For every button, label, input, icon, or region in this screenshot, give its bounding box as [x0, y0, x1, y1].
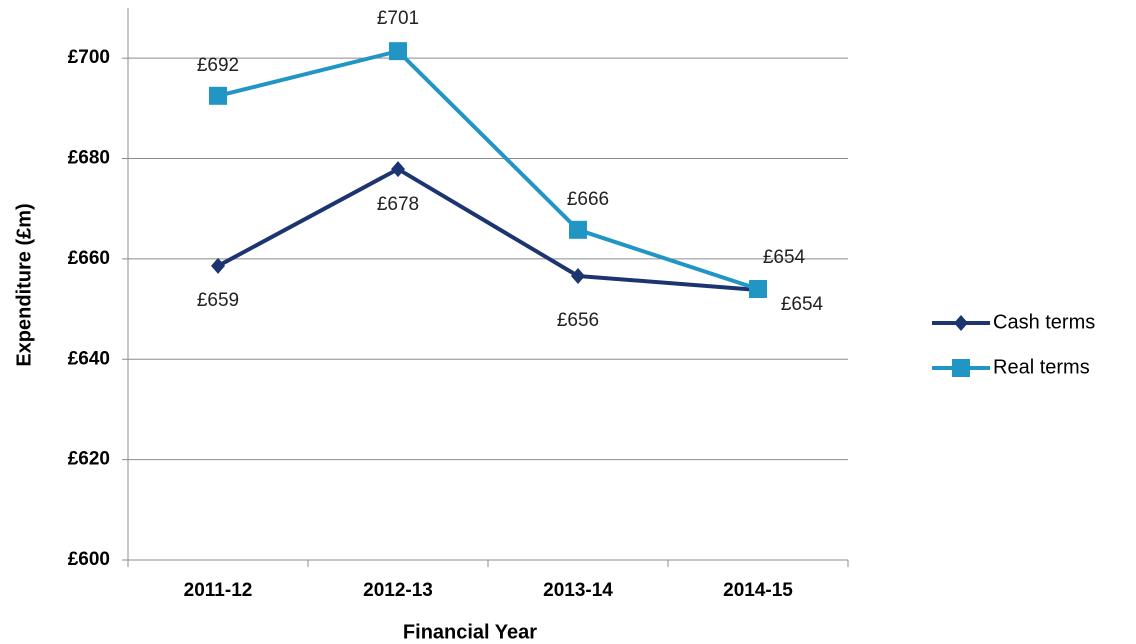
legend-label: Real terms: [993, 356, 1090, 378]
y-tick-label: £620: [68, 449, 110, 470]
series-line: [217, 49, 759, 291]
data-label: £692: [197, 55, 239, 76]
data-label: £654: [781, 294, 824, 315]
y-tick-label: £680: [68, 148, 110, 169]
marker: [211, 257, 225, 274]
y-tick-label: £640: [68, 348, 110, 369]
marker: [749, 280, 767, 299]
data-label: £659: [197, 290, 239, 311]
x-tick-label: 2013-14: [543, 580, 613, 601]
x-axis-title: Financial Year: [403, 621, 537, 643]
x-tick-label: 2011-12: [184, 580, 253, 601]
y-tick-label: £600: [68, 549, 110, 570]
marker: [569, 220, 587, 239]
y-axis-title: Expenditure (£m): [13, 203, 35, 366]
data-label: £678: [377, 194, 419, 215]
marker: [391, 161, 405, 178]
series-line: [217, 167, 759, 293]
marker: [954, 315, 968, 331]
x-tick-label: 2014-15: [723, 580, 793, 601]
marker: [952, 359, 970, 377]
legend-label: Cash terms: [993, 311, 1095, 333]
data-label: £701: [377, 8, 419, 29]
data-label: £654: [763, 247, 806, 268]
data-label: £666: [567, 189, 609, 210]
x-tick-label: 2012-13: [363, 580, 433, 601]
marker: [209, 86, 227, 105]
y-tick-label: £660: [68, 248, 110, 269]
y-tick-label: £700: [68, 47, 110, 68]
marker: [389, 42, 407, 61]
marker: [571, 267, 585, 284]
data-label: £656: [557, 310, 599, 331]
